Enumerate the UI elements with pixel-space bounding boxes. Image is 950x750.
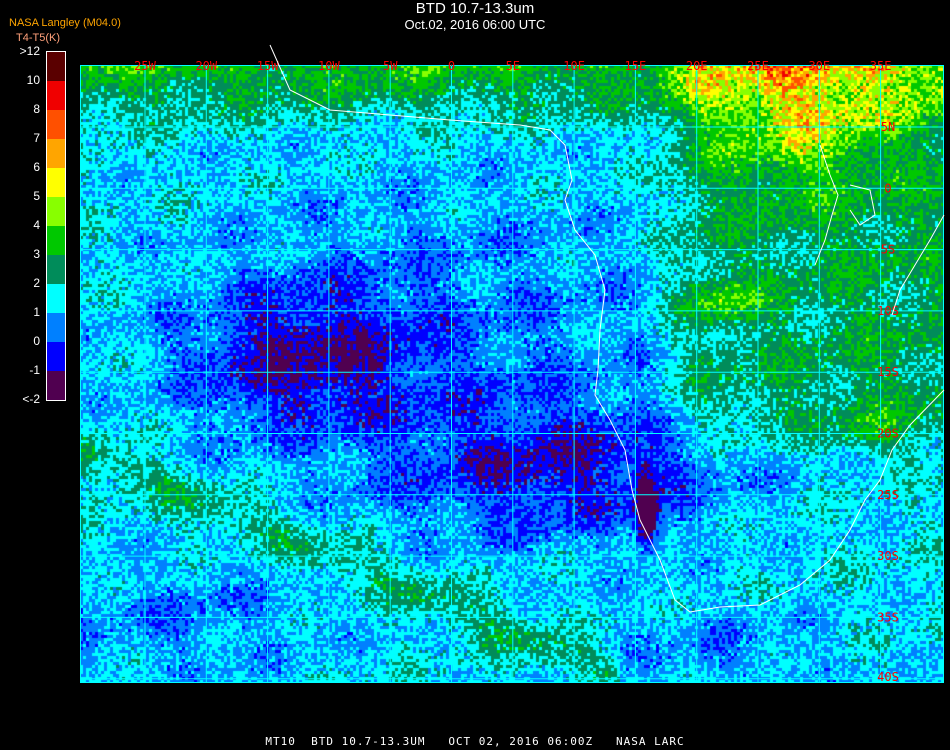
map-overlay: 25W 20W 15W 10W 5W 0 5E 10E 15E 20E 25E 30E 35E 5N 0 5S… [80,44,945,684]
colorbar-tick-label: -1 [29,363,40,377]
satellite-image [80,65,944,683]
colorbar-segment [47,226,65,255]
longitude-label: 5W [383,59,398,73]
longitude-label: 20W [195,59,217,73]
colorbar-segment [47,255,65,284]
longitude-label: 25W [134,59,156,73]
colorbar-segment [47,139,65,168]
colorbar [46,51,66,401]
colorbar-tick-label: 8 [33,102,40,116]
africa-coastline [269,44,945,613]
latitude-label: 10S [877,304,899,318]
longitude-label: 20E [686,59,708,73]
colorbar-tick-label: 4 [33,218,40,232]
longitude-label: 5E [506,59,520,73]
colorbar-title: T4-T5(K) [16,32,60,44]
footer-caption: MT10 BTD 10.7-13.3UM OCT 02, 2016 06:00Z… [265,735,685,748]
colorbar-tick-label: 1 [33,305,40,319]
longitude-label: 10E [563,59,585,73]
latitude-label: 0 [884,181,891,195]
colorbar-segment [47,342,65,371]
colorbar-segment [47,313,65,342]
latitude-label: 5S [881,243,895,257]
rift-lake-outline [814,144,839,266]
image-title: BTD 10.7-13.3um [415,0,535,17]
latitude-label: 20S [877,427,899,441]
map-border [80,65,944,683]
latitude-label: 25S [877,488,899,502]
longitude-label: 25E [747,59,769,73]
colorbar-tick-label: 3 [33,247,40,261]
east-africa-coastline [891,214,945,316]
longitude-label: 15E [625,59,647,73]
colorbar-segment [47,284,65,313]
colorbar-segment [47,168,65,197]
latitude-label: 15S [877,365,899,379]
colorbar-tick-label: 0 [33,334,40,348]
longitude-label: 15W [257,59,279,73]
colorbar-segment [47,52,65,81]
latitude-label: 40S [877,670,899,684]
colorbar-segment [47,197,65,226]
organization-label: NASA Langley (M04.0) [9,17,121,29]
colorbar-tick-label: 6 [33,160,40,174]
image-timestamp: Oct.02, 2016 06:00 UTC [404,17,546,32]
colorbar-tick-label: 7 [33,131,40,145]
latitude-label: 5N [881,120,895,134]
colorbar-segment [47,81,65,110]
colorbar-segment [47,371,65,400]
colorbar-tick-label: >12 [19,44,40,58]
lake-outline [849,184,876,226]
longitude-label: 10W [318,59,340,73]
colorbar-tick-label: 5 [33,189,40,203]
colorbar-tick-label: <-2 [22,392,40,406]
longitude-label: 35E [870,59,892,73]
colorbar-tick-label: 2 [33,276,40,290]
colorbar-tick-label: 10 [26,73,40,87]
longitude-label: 30E [808,59,830,73]
colorbar-segment [47,110,65,139]
longitude-label: 0 [448,59,455,73]
latitude-label: 35S [877,610,899,624]
latitude-label: 30S [877,549,899,563]
